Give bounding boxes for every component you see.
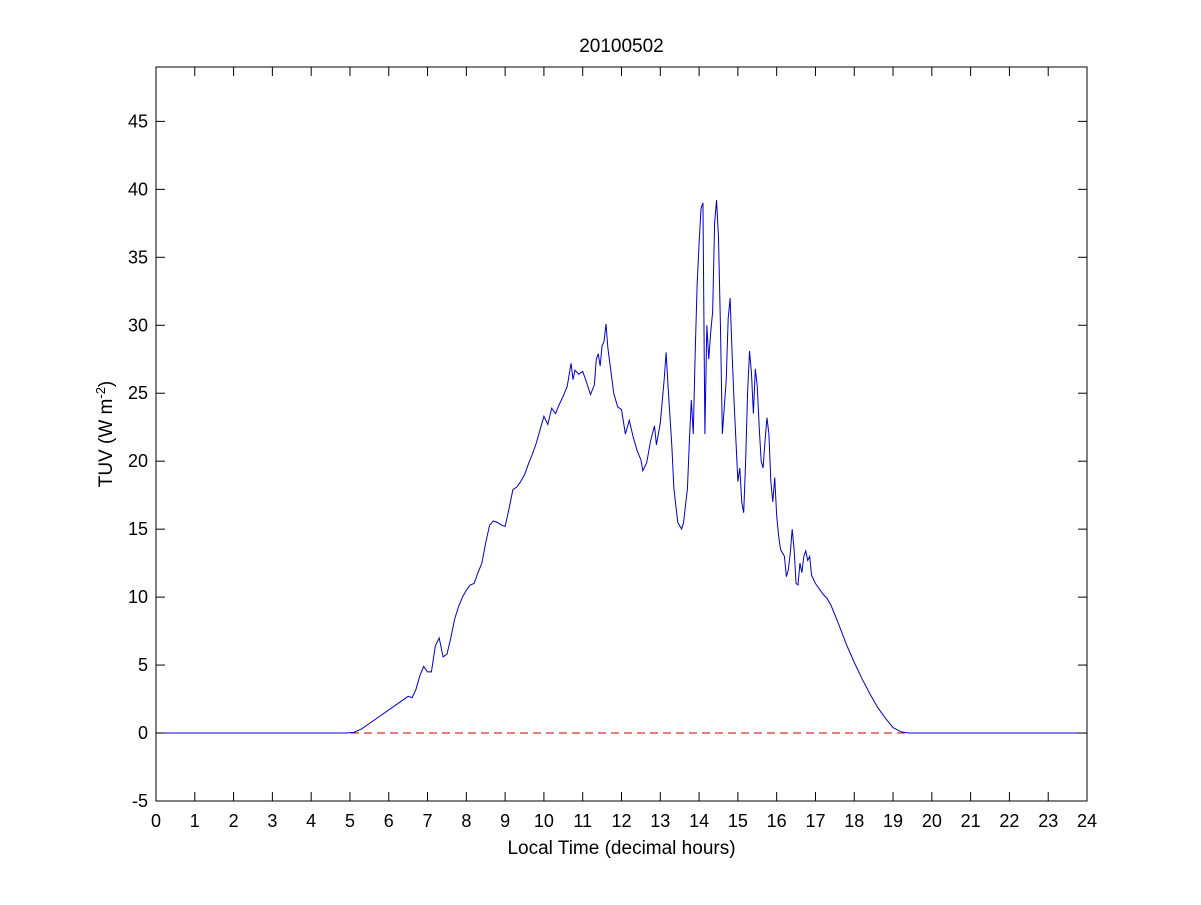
x-tick-label: 24 [1077, 811, 1097, 831]
x-tick-label: 6 [384, 811, 394, 831]
x-tick-label: 2 [229, 811, 239, 831]
x-tick-label: 18 [844, 811, 864, 831]
x-tick-label: 15 [728, 811, 748, 831]
y-tick-label: 20 [128, 451, 148, 471]
x-tick-label: 0 [151, 811, 161, 831]
x-tick-label: 19 [883, 811, 903, 831]
x-tick-label: 9 [500, 811, 510, 831]
x-tick-label: 22 [999, 811, 1019, 831]
x-tick-label: 13 [650, 811, 670, 831]
x-tick-label: 7 [423, 811, 433, 831]
x-tick-label: 17 [805, 811, 825, 831]
plot-area [156, 67, 1087, 801]
x-tick-label: 16 [767, 811, 787, 831]
chart-title: 20100502 [579, 36, 664, 57]
y-tick-label: 0 [138, 723, 148, 743]
y-tick-label: 5 [138, 655, 148, 675]
x-tick-label: 3 [267, 811, 277, 831]
y-tick-label: 45 [128, 111, 148, 131]
x-tick-label: 5 [345, 811, 355, 831]
y-tick-label: 35 [128, 247, 148, 267]
y-tick-label: 10 [128, 587, 148, 607]
y-tick-label: 25 [128, 383, 148, 403]
x-tick-label: 12 [611, 811, 631, 831]
tuv-series-line [156, 200, 1087, 734]
y-axis-title: TUV (W m-2) [93, 381, 117, 488]
y-tick-label: -5 [132, 791, 148, 811]
y-tick-label: 30 [128, 315, 148, 335]
y-tick-label: 15 [128, 519, 148, 539]
series-layer [156, 200, 1087, 734]
y-axis-title-main: TUV (W m [96, 399, 117, 488]
x-axis-title: Local Time (decimal hours) [507, 838, 735, 859]
x-tick-label: 23 [1038, 811, 1058, 831]
x-tick-label: 20 [922, 811, 942, 831]
x-tick-label: 4 [306, 811, 316, 831]
x-tick-label: 14 [689, 811, 709, 831]
x-tick-label: 8 [461, 811, 471, 831]
x-tick-label: 10 [534, 811, 554, 831]
x-tick-label: 1 [190, 811, 200, 831]
x-tick-label: 21 [961, 811, 981, 831]
y-tick-label: 40 [128, 179, 148, 199]
y-axis-title-superscript: -2 [93, 387, 108, 399]
tick-layer: 0 1 2 3 4 5 6 7 8 9 10 11 12 13 14 15 16 17 18 19 20 21 22 23 24… [128, 67, 1097, 831]
y-axis-title-close: ) [96, 381, 117, 387]
x-tick-label: 11 [573, 811, 592, 831]
